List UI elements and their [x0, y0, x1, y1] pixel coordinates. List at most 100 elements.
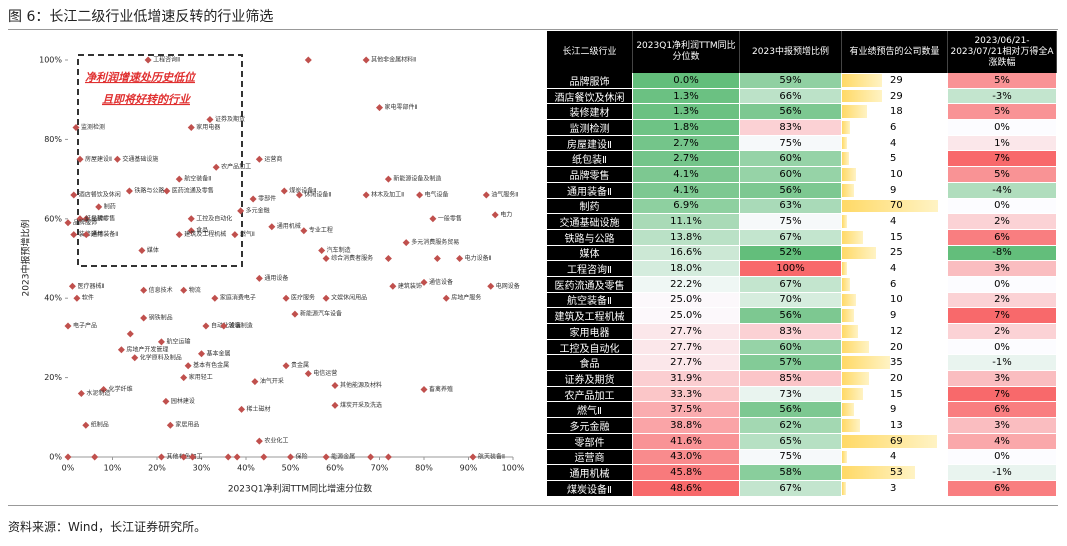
point-label: 煤炭开采及洗选	[340, 401, 382, 409]
table-row: 工程咨询Ⅱ 18.0% 100% 4 3%	[547, 261, 1057, 277]
point	[95, 203, 103, 211]
cell-text: 5	[890, 153, 897, 165]
table-cell: 45.8%	[633, 465, 740, 481]
table-cell: 37.5%	[633, 402, 740, 419]
table-cell: 67%	[740, 276, 842, 293]
table-cell: 5%	[948, 167, 1057, 183]
point	[162, 397, 170, 405]
table-cell: 62%	[740, 418, 842, 434]
point	[140, 314, 148, 322]
point	[224, 453, 232, 461]
table-cell: -8%	[948, 245, 1057, 262]
table-cell: 60%	[740, 167, 842, 183]
point	[91, 453, 99, 461]
table-cell: 27.7%	[633, 339, 740, 356]
table-cell: 2%	[948, 214, 1057, 230]
table-cell: 5%	[948, 104, 1057, 121]
table-cell: 5%	[948, 73, 1057, 89]
x-tick-label: 10%	[104, 464, 122, 473]
point	[456, 255, 464, 262]
data-bar	[842, 74, 882, 87]
point	[429, 215, 437, 223]
x-tick-label: 100%	[502, 464, 525, 473]
table-cell: 2.7%	[633, 135, 740, 152]
point	[231, 231, 239, 239]
table-cell: 38.8%	[633, 418, 740, 434]
point-label: 园林建设	[171, 397, 195, 405]
point-label: 家用电器	[196, 123, 220, 131]
table-cell: 29	[842, 73, 948, 89]
table-cell: 铁路与公路	[547, 229, 633, 246]
table-cell: 12	[842, 324, 948, 340]
data-bar	[842, 89, 882, 103]
point	[255, 155, 263, 163]
point-label: 铁路与公路	[134, 187, 164, 195]
point	[331, 382, 339, 390]
point	[100, 386, 108, 394]
point-label: 通信设备	[429, 278, 453, 286]
point	[331, 401, 339, 409]
point-label: 电子产品	[73, 321, 97, 329]
point-label: 稀土磁材	[247, 405, 271, 413]
point	[295, 191, 303, 199]
data-bar	[842, 199, 938, 213]
table-cell: 56%	[740, 104, 842, 121]
header-cell: 2023中报预增比例	[740, 31, 842, 73]
point	[68, 282, 76, 290]
header-cell: 2023Q1净利润TTM同比分位数	[633, 31, 740, 73]
point-label: 家庭消费电子	[220, 294, 256, 302]
point	[138, 247, 146, 255]
point-label: 保险	[296, 453, 308, 461]
table-cell: 41.6%	[633, 433, 740, 450]
point	[117, 346, 125, 354]
table-cell: 工控及自动化	[547, 339, 633, 356]
figure-title: 图 6：长江二级行业低增速反转的行业筛选	[8, 9, 274, 25]
data-bar	[842, 434, 937, 448]
point-label: 房地产开发管理	[126, 345, 168, 353]
table-cell: 0%	[948, 449, 1057, 466]
table-row: 证券及期货 31.9% 85% 20 3%	[547, 371, 1057, 387]
point	[125, 187, 133, 195]
cell-text: 15	[890, 231, 903, 243]
table-cell: 4.1%	[633, 167, 740, 183]
point-label: 林木及加工Ⅱ	[371, 190, 404, 198]
table-cell: 3%	[948, 418, 1057, 434]
y-tick-label: 100%	[39, 56, 62, 65]
table-cell: 房屋建设Ⅱ	[547, 135, 633, 152]
point-label: 媒体	[147, 246, 159, 254]
point-label: 装修建材	[79, 230, 103, 238]
table-cell: 3%	[948, 261, 1057, 277]
table-cell: 3	[842, 480, 948, 497]
point	[144, 56, 152, 64]
point-label: 多元消费服务贸易	[411, 238, 459, 246]
point	[180, 453, 188, 461]
table-row: 酒店餐饮及休闲 1.3% 66% 29 -3%	[547, 88, 1057, 105]
cell-text: 18	[890, 106, 903, 118]
table-cell: 65%	[740, 433, 842, 450]
table-cell: 制药	[547, 198, 633, 215]
point-label: 工程咨询Ⅱ	[153, 56, 180, 64]
annotation: 且即将好转的行业	[102, 93, 192, 106]
table-row: 燃气Ⅱ 37.5% 56% 9 6%	[547, 402, 1057, 419]
point-label: 物流	[189, 286, 201, 294]
point-label: 零部件	[258, 194, 276, 202]
table-row: 农产品加工 33.3% 73% 15 7%	[547, 386, 1057, 403]
table-cell: 63%	[740, 198, 842, 215]
table-cell: 1.8%	[633, 120, 740, 136]
point-label: 电力	[500, 210, 512, 218]
table-cell: 通用装备Ⅱ	[547, 182, 633, 199]
cell-text: 4	[890, 263, 897, 275]
table-cell: 装修建材	[547, 104, 633, 121]
point	[180, 286, 188, 294]
point-label: 品牌零售	[91, 214, 115, 222]
table-cell: 品牌零售	[547, 167, 633, 183]
data-bar	[842, 293, 856, 307]
point	[237, 207, 245, 215]
table-cell: 品牌服饰	[547, 73, 633, 89]
point-label: 通用机械	[277, 222, 301, 230]
table-row: 品牌服饰 0.0% 59% 29 5%	[547, 73, 1057, 89]
table-cell: 4	[842, 135, 948, 152]
cell-text: 53	[890, 467, 903, 479]
point	[433, 255, 441, 262]
point	[402, 239, 410, 247]
